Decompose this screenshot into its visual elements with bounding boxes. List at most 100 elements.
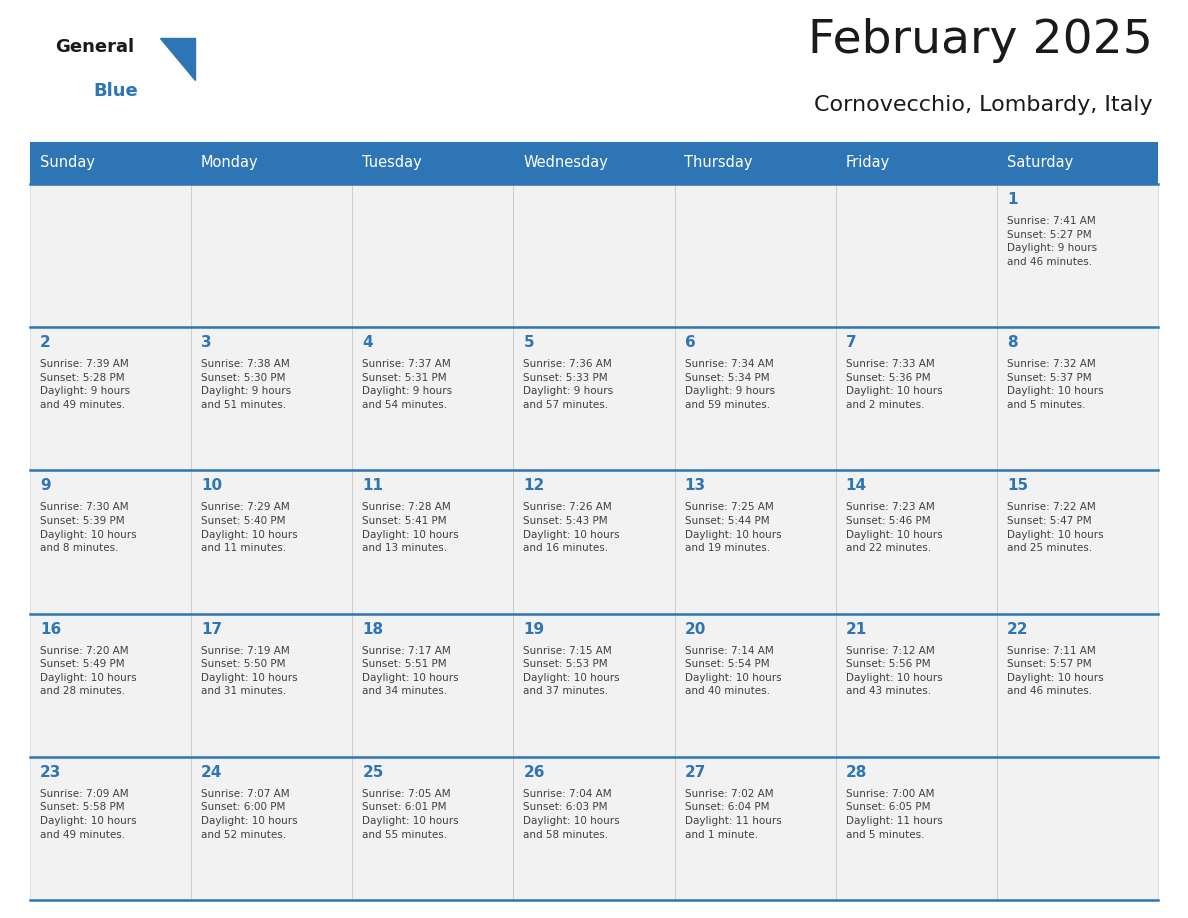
Bar [835, 142, 997, 184]
Text: Blue: Blue [93, 82, 138, 100]
Bar [191, 470, 353, 613]
Text: Monday: Monday [201, 155, 259, 171]
Bar [997, 470, 1158, 613]
Bar [997, 327, 1158, 470]
Bar [835, 470, 997, 613]
Bar [513, 613, 675, 756]
Bar [353, 327, 513, 470]
Text: Sunday: Sunday [39, 155, 95, 171]
Text: Sunrise: 7:02 AM
Sunset: 6:04 PM
Daylight: 11 hours
and 1 minute.: Sunrise: 7:02 AM Sunset: 6:04 PM Dayligh… [684, 789, 782, 840]
Text: 22: 22 [1007, 621, 1029, 636]
Text: Sunrise: 7:30 AM
Sunset: 5:39 PM
Daylight: 10 hours
and 8 minutes.: Sunrise: 7:30 AM Sunset: 5:39 PM Dayligh… [40, 502, 137, 554]
Text: 8: 8 [1007, 335, 1017, 350]
Text: 11: 11 [362, 478, 384, 493]
Text: 23: 23 [40, 765, 62, 779]
Text: 20: 20 [684, 621, 706, 636]
Bar [675, 142, 835, 184]
Text: 12: 12 [524, 478, 544, 493]
Text: Thursday: Thursday [684, 155, 753, 171]
Text: Sunrise: 7:15 AM
Sunset: 5:53 PM
Daylight: 10 hours
and 37 minutes.: Sunrise: 7:15 AM Sunset: 5:53 PM Dayligh… [524, 645, 620, 697]
Text: 17: 17 [201, 621, 222, 636]
Bar [997, 184, 1158, 327]
Bar [997, 756, 1158, 900]
Text: Sunrise: 7:29 AM
Sunset: 5:40 PM
Daylight: 10 hours
and 11 minutes.: Sunrise: 7:29 AM Sunset: 5:40 PM Dayligh… [201, 502, 298, 554]
Text: Sunrise: 7:41 AM
Sunset: 5:27 PM
Daylight: 9 hours
and 46 minutes.: Sunrise: 7:41 AM Sunset: 5:27 PM Dayligh… [1007, 216, 1097, 267]
Text: 28: 28 [846, 765, 867, 779]
Text: 9: 9 [40, 478, 51, 493]
Text: 10: 10 [201, 478, 222, 493]
Text: Sunrise: 7:22 AM
Sunset: 5:47 PM
Daylight: 10 hours
and 25 minutes.: Sunrise: 7:22 AM Sunset: 5:47 PM Dayligh… [1007, 502, 1104, 554]
Text: 3: 3 [201, 335, 211, 350]
Bar [30, 142, 191, 184]
Text: Sunrise: 7:12 AM
Sunset: 5:56 PM
Daylight: 10 hours
and 43 minutes.: Sunrise: 7:12 AM Sunset: 5:56 PM Dayligh… [846, 645, 942, 697]
Text: Tuesday: Tuesday [362, 155, 422, 171]
Text: Cornovecchio, Lombardy, Italy: Cornovecchio, Lombardy, Italy [815, 95, 1154, 115]
Bar [513, 142, 675, 184]
Bar [835, 613, 997, 756]
Text: 19: 19 [524, 621, 544, 636]
Bar [353, 470, 513, 613]
Text: Friday: Friday [846, 155, 890, 171]
Text: Sunrise: 7:05 AM
Sunset: 6:01 PM
Daylight: 10 hours
and 55 minutes.: Sunrise: 7:05 AM Sunset: 6:01 PM Dayligh… [362, 789, 459, 840]
Text: 21: 21 [846, 621, 867, 636]
Text: Sunrise: 7:34 AM
Sunset: 5:34 PM
Daylight: 9 hours
and 59 minutes.: Sunrise: 7:34 AM Sunset: 5:34 PM Dayligh… [684, 359, 775, 410]
Bar [30, 470, 191, 613]
Bar [513, 470, 675, 613]
Text: 24: 24 [201, 765, 222, 779]
Text: General: General [55, 38, 134, 56]
Bar [353, 756, 513, 900]
Bar [30, 756, 191, 900]
Bar [353, 184, 513, 327]
Text: 5: 5 [524, 335, 535, 350]
Text: 18: 18 [362, 621, 384, 636]
Text: 25: 25 [362, 765, 384, 779]
Text: 15: 15 [1007, 478, 1028, 493]
Text: Sunrise: 7:39 AM
Sunset: 5:28 PM
Daylight: 9 hours
and 49 minutes.: Sunrise: 7:39 AM Sunset: 5:28 PM Dayligh… [40, 359, 131, 410]
Text: Sunrise: 7:04 AM
Sunset: 6:03 PM
Daylight: 10 hours
and 58 minutes.: Sunrise: 7:04 AM Sunset: 6:03 PM Dayligh… [524, 789, 620, 840]
Text: Sunrise: 7:25 AM
Sunset: 5:44 PM
Daylight: 10 hours
and 19 minutes.: Sunrise: 7:25 AM Sunset: 5:44 PM Dayligh… [684, 502, 782, 554]
Bar [191, 756, 353, 900]
Bar [30, 184, 191, 327]
Text: February 2025: February 2025 [808, 18, 1154, 63]
Text: Sunrise: 7:23 AM
Sunset: 5:46 PM
Daylight: 10 hours
and 22 minutes.: Sunrise: 7:23 AM Sunset: 5:46 PM Dayligh… [846, 502, 942, 554]
Bar [513, 184, 675, 327]
Text: Sunrise: 7:33 AM
Sunset: 5:36 PM
Daylight: 10 hours
and 2 minutes.: Sunrise: 7:33 AM Sunset: 5:36 PM Dayligh… [846, 359, 942, 410]
Text: 27: 27 [684, 765, 706, 779]
Text: 2: 2 [40, 335, 51, 350]
Text: 1: 1 [1007, 192, 1017, 207]
Bar [513, 756, 675, 900]
Text: 7: 7 [846, 335, 857, 350]
Text: Saturday: Saturday [1006, 155, 1073, 171]
Bar [675, 470, 835, 613]
Text: Sunrise: 7:07 AM
Sunset: 6:00 PM
Daylight: 10 hours
and 52 minutes.: Sunrise: 7:07 AM Sunset: 6:00 PM Dayligh… [201, 789, 298, 840]
Text: 4: 4 [362, 335, 373, 350]
Text: 16: 16 [40, 621, 62, 636]
Text: Sunrise: 7:17 AM
Sunset: 5:51 PM
Daylight: 10 hours
and 34 minutes.: Sunrise: 7:17 AM Sunset: 5:51 PM Dayligh… [362, 645, 459, 697]
Text: 26: 26 [524, 765, 545, 779]
Bar [997, 613, 1158, 756]
Bar [30, 613, 191, 756]
Bar [835, 184, 997, 327]
Bar [191, 613, 353, 756]
Text: Sunrise: 7:26 AM
Sunset: 5:43 PM
Daylight: 10 hours
and 16 minutes.: Sunrise: 7:26 AM Sunset: 5:43 PM Dayligh… [524, 502, 620, 554]
Text: Wednesday: Wednesday [523, 155, 608, 171]
Bar [835, 327, 997, 470]
Text: Sunrise: 7:37 AM
Sunset: 5:31 PM
Daylight: 9 hours
and 54 minutes.: Sunrise: 7:37 AM Sunset: 5:31 PM Dayligh… [362, 359, 453, 410]
Text: Sunrise: 7:32 AM
Sunset: 5:37 PM
Daylight: 10 hours
and 5 minutes.: Sunrise: 7:32 AM Sunset: 5:37 PM Dayligh… [1007, 359, 1104, 410]
Text: Sunrise: 7:09 AM
Sunset: 5:58 PM
Daylight: 10 hours
and 49 minutes.: Sunrise: 7:09 AM Sunset: 5:58 PM Dayligh… [40, 789, 137, 840]
Bar [675, 184, 835, 327]
Bar [353, 142, 513, 184]
Text: 6: 6 [684, 335, 695, 350]
Bar [191, 184, 353, 327]
Text: Sunrise: 7:20 AM
Sunset: 5:49 PM
Daylight: 10 hours
and 28 minutes.: Sunrise: 7:20 AM Sunset: 5:49 PM Dayligh… [40, 645, 137, 697]
Polygon shape [160, 38, 195, 80]
Bar [353, 613, 513, 756]
Text: Sunrise: 7:14 AM
Sunset: 5:54 PM
Daylight: 10 hours
and 40 minutes.: Sunrise: 7:14 AM Sunset: 5:54 PM Dayligh… [684, 645, 782, 697]
Bar [191, 142, 353, 184]
Text: Sunrise: 7:38 AM
Sunset: 5:30 PM
Daylight: 9 hours
and 51 minutes.: Sunrise: 7:38 AM Sunset: 5:30 PM Dayligh… [201, 359, 291, 410]
Text: Sunrise: 7:00 AM
Sunset: 6:05 PM
Daylight: 11 hours
and 5 minutes.: Sunrise: 7:00 AM Sunset: 6:05 PM Dayligh… [846, 789, 942, 840]
Bar [191, 327, 353, 470]
Bar [30, 327, 191, 470]
Text: Sunrise: 7:28 AM
Sunset: 5:41 PM
Daylight: 10 hours
and 13 minutes.: Sunrise: 7:28 AM Sunset: 5:41 PM Dayligh… [362, 502, 459, 554]
Bar [835, 756, 997, 900]
